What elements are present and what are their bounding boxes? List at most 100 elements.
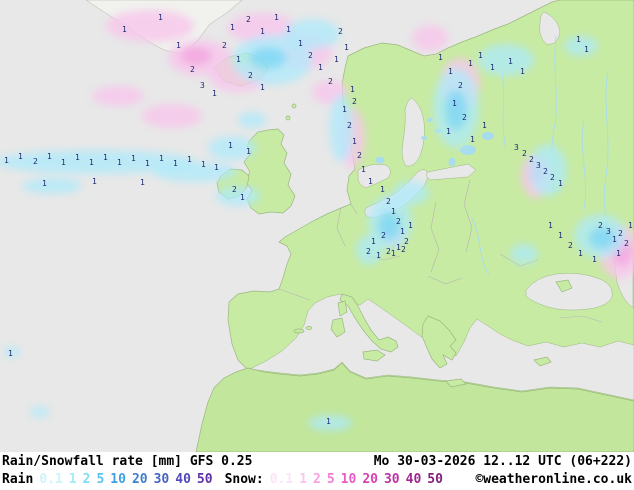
precip-value-label: 2 [396,217,401,226]
precip-value-label: 1 [260,83,265,92]
precip-value-label: 1 [8,349,13,358]
precip-value-label: 1 [92,177,97,186]
lake-peipus [448,157,456,167]
finnish-lake [427,118,433,122]
snow-scale-value: 10 [340,472,357,487]
corsica [337,300,348,317]
precip-value-label: 1 [520,67,525,76]
rain-area [510,244,538,264]
caption-row-title: Rain/Snowfall rate [mm] GFS 0.25 Mo 30-0… [0,452,634,471]
lake-onega [482,132,494,140]
snow-area [92,86,144,106]
precip-value-label: 1 [342,105,347,114]
rain-area [589,227,615,249]
sicily [362,349,386,362]
greece [421,315,457,369]
precip-value-label: 1 [4,156,9,165]
precip-value-label: 1 [558,179,563,188]
precip-value-label: 3 [200,81,205,90]
gulf-of-finland [426,163,477,181]
precip-value-label: 1 [228,141,233,150]
white-sea [539,11,561,45]
rain-area [393,181,429,205]
precip-value-label: 2 [248,71,253,80]
snow-area [106,10,194,42]
map-caption-bar: Rain/Snowfall rate [mm] GFS 0.25 Mo 30-0… [0,452,634,490]
lake-vanern [375,156,385,164]
north-africa [195,362,634,452]
precip-value-label: 1 [61,158,66,167]
precip-value-label: 1 [173,159,178,168]
precip-value-label: 1 [212,89,217,98]
rain-scale-value: 50 [196,472,213,487]
precip-value-label: 2 [190,65,195,74]
rain-legend-label: Rain [2,472,34,487]
precip-value-label: 2 [462,113,467,122]
precip-value-label: 1 [482,121,487,130]
rain-area [238,112,266,128]
rain-area [529,144,567,196]
precip-value-label: 2 [328,77,333,86]
precip-value-label: 1 [230,23,235,32]
precip-value-label: 2 [338,27,343,36]
snow-scale-value: 30 [383,472,400,487]
precip-value-label: 1 [371,237,376,246]
precip-value-label: 1 [548,221,553,230]
precip-value-label: 1 [628,221,633,230]
sardinia [330,317,346,338]
precip-value-label: 1 [438,53,443,62]
rain-scale-value: 40 [175,472,191,487]
precip-value-label: 2 [308,51,313,60]
snow-area [412,25,448,51]
rain-scale-value: 5 [96,472,105,487]
mallorca [293,328,305,334]
precip-value-label: 1 [145,159,150,168]
snow-legend-label: Snow: [224,472,264,487]
copyright: ©weatheronline.co.uk [475,472,632,487]
crete [445,378,467,388]
menorca [305,326,313,330]
precip-value-label: 1 [176,41,181,50]
finnish-lake [421,136,427,140]
italy [339,293,399,353]
precip-value-label: 2 [357,151,362,160]
precip-value-label: 1 [578,249,583,258]
snow-scale-value: 2 [313,472,321,487]
africa-layer [195,362,634,452]
precip-value-label: 1 [89,158,94,167]
rain-area [216,186,260,206]
precipitation-layer [0,10,634,431]
gulf-of-bothnia [401,97,425,167]
snow-scale-value: 1 [299,472,308,487]
orkney [285,115,291,121]
precip-value-label: 1 [122,25,127,34]
precip-value-label: 2 [404,237,409,246]
precip-value-label: 1 [318,63,323,72]
rain-area [208,136,256,160]
precip-value-label: 1 [117,158,122,167]
rain-area [329,94,353,162]
precip-value-label: 1 [400,227,405,236]
precip-value-label: 1 [298,39,303,48]
rain-area [284,19,340,49]
rain-area [22,178,82,194]
precip-value-label: 1 [592,255,597,264]
precip-value-label: 1 [350,85,355,94]
precip-value-label: 1 [274,13,279,22]
precip-value-label: 1 [260,27,265,36]
caption-row-legend: Rain 0.1 1 2 5 10 20 30 40 50 Snow: 0.1 1 2 5 10 20 30… [0,471,634,489]
precip-value-label: 1 [452,99,457,108]
snow-scale-value: 40 [405,472,422,487]
precip-value-label: 1 [396,243,401,252]
rain-area [250,47,286,69]
precip-value-label: 1 [380,185,385,194]
precip-value-label: 1 [334,55,339,64]
precip-value-label: 1 [376,251,381,260]
rain-scale-value: 10 [110,472,126,487]
precip-value-label: 1 [326,417,331,426]
black-sea [525,272,613,311]
precip-value-label: 1 [103,153,108,162]
snow-scale-value: 0.1 [269,472,294,487]
precip-value-label: 1 [612,235,617,244]
rain-area [378,212,400,240]
